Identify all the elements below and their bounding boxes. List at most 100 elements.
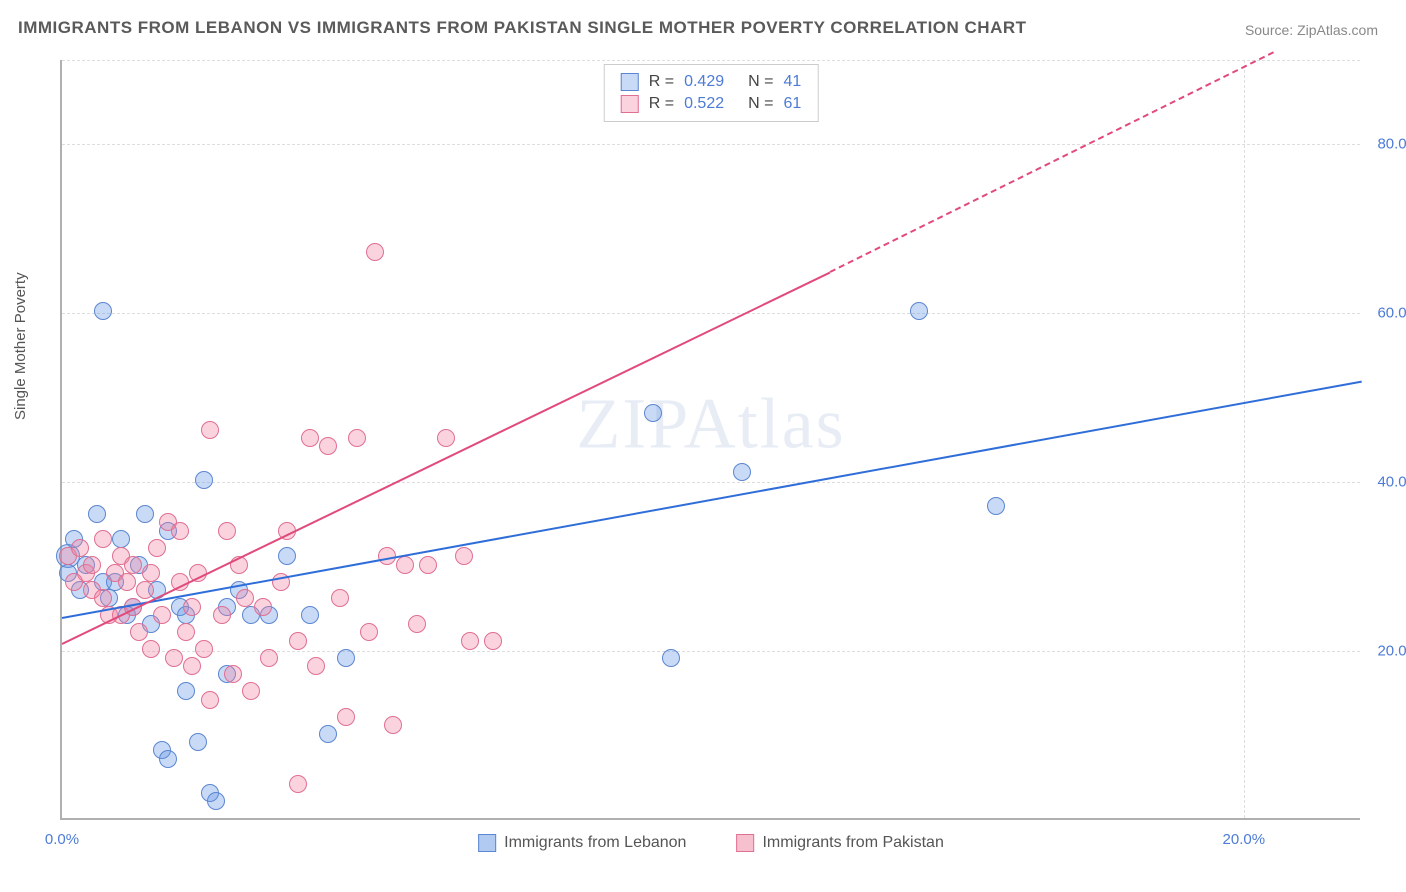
y-tick-label: 80.0% bbox=[1377, 136, 1406, 153]
scatter-point bbox=[644, 404, 662, 422]
legend-stat-label: R = bbox=[649, 95, 674, 113]
scatter-point bbox=[177, 623, 195, 641]
scatter-point bbox=[242, 682, 260, 700]
series-legend-label: Immigrants from Lebanon bbox=[504, 834, 686, 852]
legend-stat-label: N = bbox=[748, 73, 773, 91]
scatter-point bbox=[94, 302, 112, 320]
scatter-point bbox=[130, 623, 148, 641]
scatter-point bbox=[319, 725, 337, 743]
scatter-point bbox=[301, 606, 319, 624]
scatter-point bbox=[136, 505, 154, 523]
scatter-point bbox=[319, 437, 337, 455]
legend-stat-label: R = bbox=[649, 73, 674, 91]
scatter-point bbox=[83, 556, 101, 574]
y-axis-label: Single Mother Poverty bbox=[12, 272, 29, 420]
legend-swatch bbox=[478, 834, 496, 852]
gridline-h bbox=[62, 313, 1360, 314]
legend-swatch bbox=[736, 834, 754, 852]
scatter-point bbox=[408, 615, 426, 633]
series-legend-item: Immigrants from Pakistan bbox=[736, 834, 943, 852]
scatter-point bbox=[419, 556, 437, 574]
scatter-point bbox=[289, 775, 307, 793]
source-attribution: Source: ZipAtlas.com bbox=[1245, 22, 1378, 38]
scatter-point bbox=[136, 581, 154, 599]
gridline-v bbox=[1244, 60, 1245, 818]
series-legend-label: Immigrants from Pakistan bbox=[762, 834, 943, 852]
scatter-point bbox=[183, 657, 201, 675]
scatter-point bbox=[337, 649, 355, 667]
scatter-point bbox=[165, 649, 183, 667]
legend-n-value: 61 bbox=[783, 95, 801, 113]
scatter-point bbox=[142, 640, 160, 658]
scatter-point bbox=[337, 708, 355, 726]
scatter-point bbox=[910, 302, 928, 320]
scatter-point bbox=[207, 792, 225, 810]
scatter-point bbox=[289, 632, 307, 650]
scatter-point bbox=[213, 606, 231, 624]
scatter-point bbox=[366, 243, 384, 261]
scatter-point bbox=[118, 573, 136, 591]
legend-swatch bbox=[621, 73, 639, 91]
y-tick-label: 40.0% bbox=[1377, 474, 1406, 491]
gridline-h bbox=[62, 144, 1360, 145]
scatter-point bbox=[484, 632, 502, 650]
scatter-point bbox=[94, 589, 112, 607]
scatter-point bbox=[662, 649, 680, 667]
scatter-point bbox=[112, 530, 130, 548]
legend-swatch bbox=[621, 95, 639, 113]
scatter-point bbox=[254, 598, 272, 616]
scatter-point bbox=[396, 556, 414, 574]
chart-container: IMMIGRANTS FROM LEBANON VS IMMIGRANTS FR… bbox=[0, 0, 1406, 892]
x-tick-label: 20.0% bbox=[1223, 831, 1266, 848]
scatter-point bbox=[195, 471, 213, 489]
scatter-point bbox=[461, 632, 479, 650]
scatter-point bbox=[177, 682, 195, 700]
scatter-point bbox=[384, 716, 402, 734]
scatter-point bbox=[236, 589, 254, 607]
scatter-point bbox=[71, 539, 89, 557]
legend-r-value: 0.522 bbox=[684, 95, 724, 113]
scatter-point bbox=[278, 547, 296, 565]
y-tick-label: 60.0% bbox=[1377, 305, 1406, 322]
scatter-point bbox=[218, 522, 236, 540]
scatter-point bbox=[260, 649, 278, 667]
scatter-point bbox=[455, 547, 473, 565]
scatter-point bbox=[733, 463, 751, 481]
series-legend-item: Immigrants from Lebanon bbox=[478, 834, 686, 852]
scatter-point bbox=[124, 556, 142, 574]
scatter-point bbox=[331, 589, 349, 607]
scatter-point bbox=[201, 421, 219, 439]
plot-area: ZIPAtlas R = 0.429N = 41R = 0.522N = 61 … bbox=[60, 60, 1360, 820]
scatter-point bbox=[195, 640, 213, 658]
legend-n-value: 41 bbox=[783, 73, 801, 91]
correlation-legend: R = 0.429 N = 41 R = 0.522 N = 61 bbox=[604, 64, 819, 122]
scatter-point bbox=[201, 691, 219, 709]
scatter-point bbox=[301, 429, 319, 447]
legend-row: R = 0.429 N = 41 bbox=[621, 71, 802, 93]
watermark: ZIPAtlas bbox=[576, 382, 845, 465]
scatter-point bbox=[153, 606, 171, 624]
series-legend: Immigrants from Lebanon Immigrants from P… bbox=[478, 834, 944, 852]
trend-line-extrapolated bbox=[830, 52, 1274, 273]
scatter-point bbox=[437, 429, 455, 447]
scatter-point bbox=[142, 564, 160, 582]
scatter-point bbox=[183, 598, 201, 616]
scatter-point bbox=[148, 539, 166, 557]
trend-line bbox=[62, 381, 1362, 619]
scatter-point bbox=[159, 750, 177, 768]
scatter-point bbox=[348, 429, 366, 447]
chart-title: IMMIGRANTS FROM LEBANON VS IMMIGRANTS FR… bbox=[18, 18, 1027, 38]
gridline-h bbox=[62, 60, 1360, 61]
gridline-h bbox=[62, 482, 1360, 483]
scatter-point bbox=[224, 665, 242, 683]
trend-line bbox=[62, 271, 831, 644]
legend-row: R = 0.522 N = 61 bbox=[621, 93, 802, 115]
scatter-point bbox=[189, 733, 207, 751]
scatter-point bbox=[94, 530, 112, 548]
scatter-point bbox=[171, 522, 189, 540]
x-tick-label: 0.0% bbox=[45, 831, 79, 848]
legend-stat-label: N = bbox=[748, 95, 773, 113]
legend-r-value: 0.429 bbox=[684, 73, 724, 91]
gridline-h bbox=[62, 651, 1360, 652]
scatter-point bbox=[360, 623, 378, 641]
